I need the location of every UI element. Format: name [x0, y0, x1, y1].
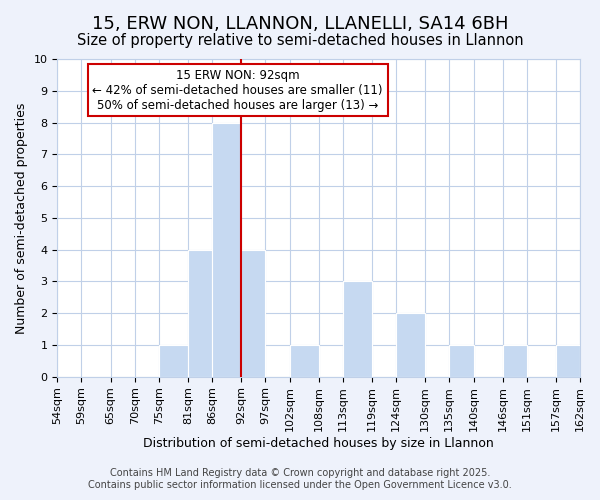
Bar	[159, 345, 188, 376]
Bar	[188, 250, 212, 376]
Bar	[503, 345, 527, 376]
Bar	[290, 345, 319, 376]
Bar	[241, 250, 265, 376]
Text: 15, ERW NON, LLANNON, LLANELLI, SA14 6BH: 15, ERW NON, LLANNON, LLANELLI, SA14 6BH	[92, 15, 508, 33]
Bar	[556, 345, 580, 376]
X-axis label: Distribution of semi-detached houses by size in Llannon: Distribution of semi-detached houses by …	[143, 437, 494, 450]
Text: Contains HM Land Registry data © Crown copyright and database right 2025.
Contai: Contains HM Land Registry data © Crown c…	[88, 468, 512, 490]
Text: 15 ERW NON: 92sqm
← 42% of semi-detached houses are smaller (11)
50% of semi-det: 15 ERW NON: 92sqm ← 42% of semi-detached…	[92, 68, 383, 112]
Y-axis label: Number of semi-detached properties: Number of semi-detached properties	[15, 102, 28, 334]
Bar	[212, 122, 241, 376]
Text: Size of property relative to semi-detached houses in Llannon: Size of property relative to semi-detach…	[77, 32, 523, 48]
Bar	[343, 282, 372, 376]
Bar	[449, 345, 473, 376]
Bar	[396, 313, 425, 376]
